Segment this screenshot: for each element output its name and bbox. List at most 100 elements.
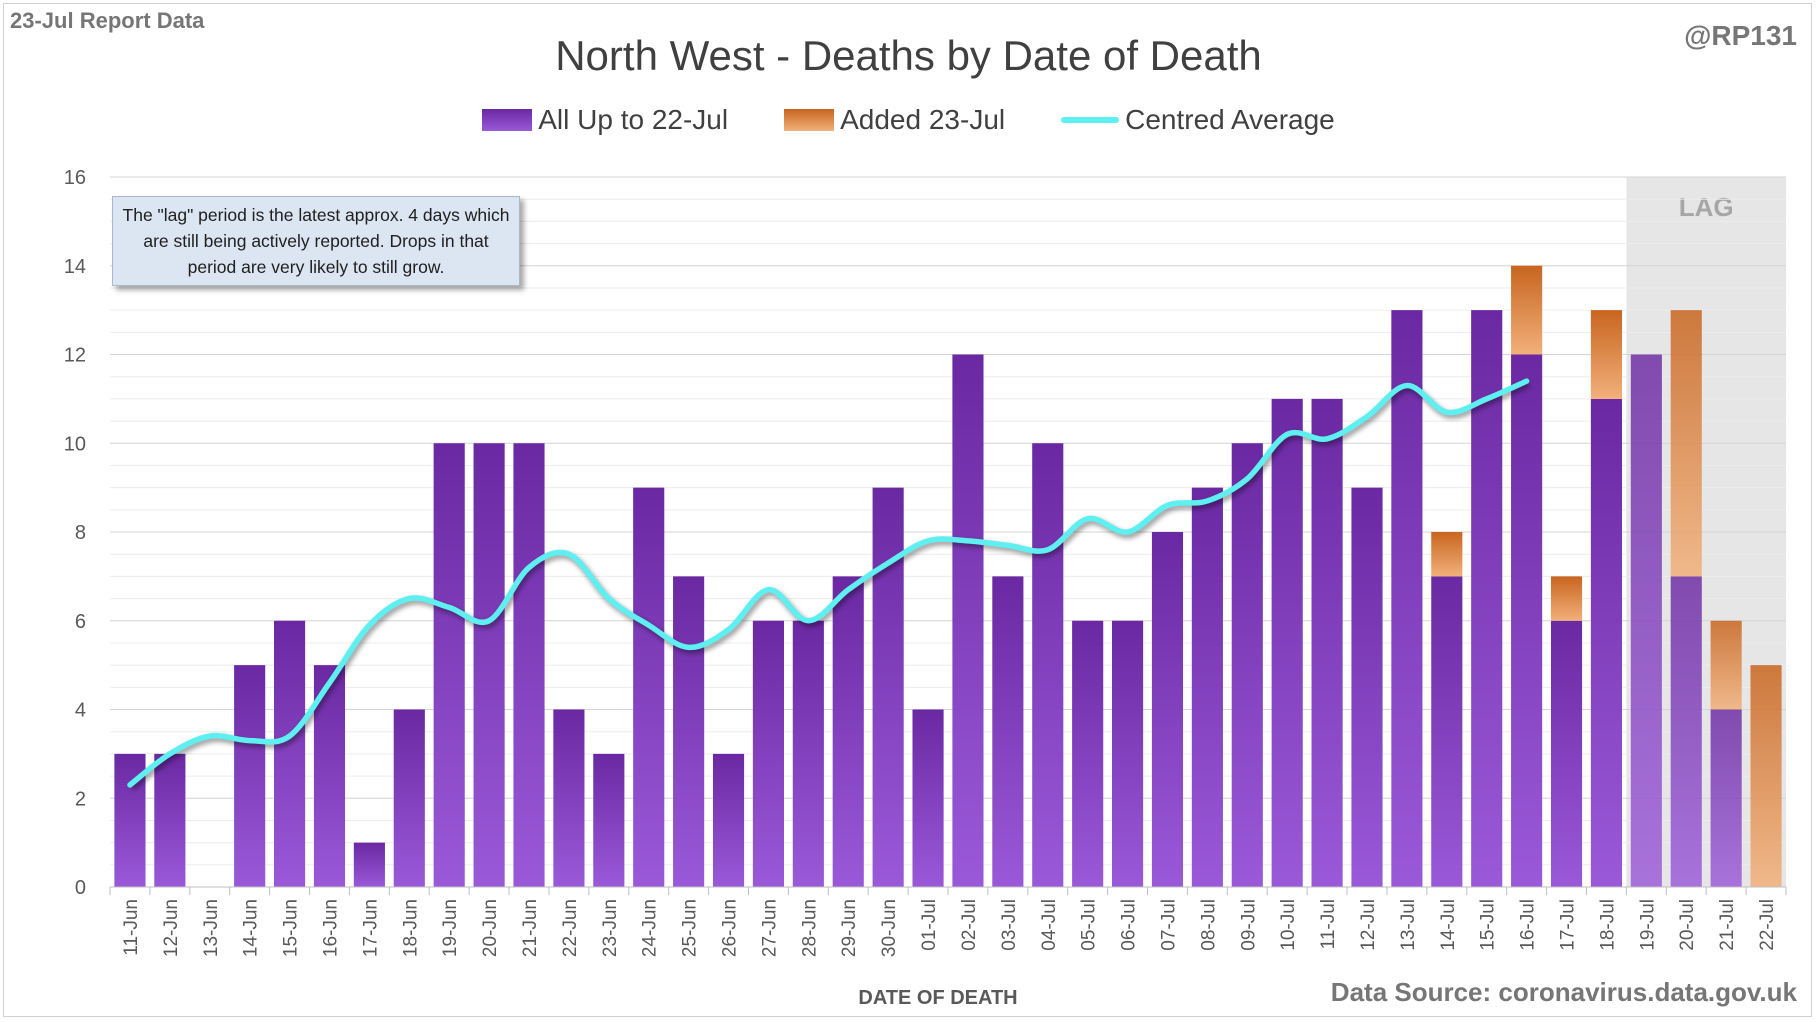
x-tick-label: 14-Jul bbox=[1438, 899, 1459, 951]
x-tick-label: 19-Jul bbox=[1637, 899, 1658, 951]
lag-label: LAG bbox=[1679, 192, 1734, 222]
x-axis-title: DATE OF DEATH bbox=[858, 987, 1017, 1009]
legend-swatch-purple bbox=[482, 109, 533, 131]
bar-added-17-Jul bbox=[1550, 576, 1583, 621]
bar-all-up-to-05-Jul bbox=[1072, 620, 1104, 887]
bar-all-up-to-19-Jul bbox=[1630, 354, 1662, 887]
bar-all-up-to-08-Jul bbox=[1191, 487, 1223, 887]
x-tick-label: 16-Jun bbox=[320, 899, 341, 957]
x-tick-label: 07-Jul bbox=[1158, 899, 1179, 951]
bar-all-up-to-30-Jun bbox=[872, 487, 904, 887]
x-tick-label: 05-Jul bbox=[1079, 899, 1100, 951]
bar-all-up-to-03-Jul bbox=[992, 576, 1024, 887]
legend-entry-all-up-to: All Up to 22-Jul bbox=[482, 104, 728, 136]
bar-all-up-to-23-Jun bbox=[593, 753, 625, 887]
y-tick-label: 16 bbox=[64, 167, 86, 189]
x-tick-label: 14-Jun bbox=[241, 899, 262, 957]
bar-added-20-Jul bbox=[1670, 310, 1702, 577]
bar-all-up-to-13-Jul bbox=[1391, 310, 1423, 887]
bar-all-up-to-15-Jun bbox=[274, 620, 306, 887]
x-tick-label: 08-Jul bbox=[1198, 899, 1219, 951]
legend-swatch-line bbox=[1061, 117, 1120, 123]
x-tick-label: 09-Jul bbox=[1238, 899, 1259, 951]
bar-all-up-to-24-Jun bbox=[633, 487, 665, 887]
bar-all-up-to-18-Jun bbox=[393, 709, 425, 887]
bar-added-21-Jul bbox=[1710, 620, 1742, 710]
report-date-label: 23-Jul Report Data bbox=[10, 8, 205, 33]
x-tick-label: 21-Jul bbox=[1717, 899, 1738, 951]
bar-all-up-to-28-Jun bbox=[792, 620, 824, 887]
legend-label-all-up-to: All Up to 22-Jul bbox=[538, 104, 729, 135]
data-source-label: Data Source: coronavirus.data.gov.uk bbox=[1330, 977, 1797, 1007]
bar-all-up-to-17-Jun bbox=[353, 842, 385, 887]
bar-all-up-to-14-Jun bbox=[234, 665, 266, 887]
average-line-shadow bbox=[129, 380, 1531, 791]
bar-all-up-to-19-Jun bbox=[433, 443, 465, 887]
x-tick-label: 15-Jun bbox=[281, 899, 302, 957]
chart-title: North West - Deaths by Date of Death bbox=[555, 32, 1262, 79]
legend-swatch-orange bbox=[784, 109, 835, 131]
x-tick-label: 12-Jun bbox=[161, 899, 182, 957]
legend-label-added: Added 23-Jul bbox=[840, 104, 1006, 135]
bar-all-up-to-12-Jul bbox=[1351, 487, 1383, 887]
bar-all-up-to-07-Jul bbox=[1151, 532, 1184, 887]
x-tick-label: 03-Jul bbox=[999, 899, 1020, 951]
x-tick-label: 22-Jul bbox=[1757, 899, 1778, 951]
bar-all-up-to-20-Jun bbox=[473, 443, 505, 887]
x-tick-label: 28-Jun bbox=[799, 899, 820, 957]
x-tick-label: 20-Jun bbox=[480, 899, 501, 957]
x-tick-label: 11-Jun bbox=[121, 899, 142, 956]
bar-all-up-to-17-Jul bbox=[1550, 620, 1583, 887]
x-tick-label: 27-Jun bbox=[759, 899, 780, 957]
bar-all-up-to-20-Jul bbox=[1670, 576, 1702, 887]
x-tick-label: 02-Jul bbox=[959, 899, 980, 951]
bar-all-up-to-14-Jul bbox=[1431, 576, 1463, 887]
x-tick-label: 12-Jul bbox=[1358, 899, 1379, 951]
bar-all-up-to-10-Jul bbox=[1271, 398, 1303, 887]
x-tick-label: 17-Jun bbox=[360, 899, 381, 957]
bar-added-14-Jul bbox=[1431, 532, 1463, 577]
x-tick-label: 26-Jun bbox=[720, 899, 741, 957]
x-tick-label: 25-Jun bbox=[680, 899, 701, 957]
bar-added-18-Jul bbox=[1590, 310, 1622, 399]
x-tick-label: 04-Jul bbox=[1039, 899, 1060, 951]
bar-all-up-to-11-Jul bbox=[1311, 398, 1343, 887]
bar-all-up-to-02-Jul bbox=[952, 354, 984, 887]
bar-all-up-to-18-Jul bbox=[1590, 398, 1622, 887]
bar-all-up-to-21-Jun bbox=[513, 443, 545, 887]
bar-all-up-to-22-Jun bbox=[553, 709, 585, 887]
x-tick-label: 16-Jul bbox=[1518, 899, 1539, 951]
x-tick-label: 18-Jun bbox=[400, 899, 421, 957]
bar-all-up-to-25-Jun bbox=[673, 576, 705, 887]
x-tick-label: 18-Jul bbox=[1597, 899, 1618, 951]
x-tick-label: 23-Jun bbox=[600, 899, 621, 957]
bar-all-up-to-26-Jun bbox=[712, 753, 745, 887]
x-tick-label: 11-Jul bbox=[1318, 899, 1339, 949]
x-tick-label: 20-Jul bbox=[1677, 899, 1698, 951]
lag-note-textbox: The "lag" period is the latest approx. 4… bbox=[112, 196, 520, 286]
x-tick-label: 06-Jul bbox=[1119, 899, 1140, 951]
bar-all-up-to-01-Jul bbox=[912, 709, 944, 887]
bar-all-up-to-27-Jun bbox=[752, 620, 784, 887]
bar-all-up-to-29-Jun bbox=[832, 576, 864, 887]
x-tick-label: 19-Jun bbox=[440, 899, 461, 957]
y-tick-label: 12 bbox=[64, 345, 86, 367]
bar-all-up-to-12-Jun bbox=[154, 753, 186, 887]
bar-all-up-to-21-Jul bbox=[1710, 709, 1742, 887]
x-tick-label: 21-Jun bbox=[520, 899, 541, 957]
legend-label-average: Centred Average bbox=[1125, 104, 1335, 135]
bar-added-22-Jul bbox=[1750, 665, 1782, 887]
bar-added-16-Jul bbox=[1511, 265, 1543, 355]
x-tick-label: 15-Jul bbox=[1478, 899, 1499, 951]
centred-average-line bbox=[127, 378, 1530, 788]
y-tick-label: 14 bbox=[64, 256, 86, 278]
x-tick-label: 17-Jul bbox=[1558, 899, 1579, 951]
bar-all-up-to-06-Jul bbox=[1112, 620, 1144, 887]
y-tick-label: 8 bbox=[75, 522, 86, 544]
legend-entry-average: Centred Average bbox=[1061, 104, 1335, 136]
bar-all-up-to-09-Jul bbox=[1231, 443, 1263, 887]
y-tick-label: 4 bbox=[75, 700, 86, 722]
bar-all-up-to-04-Jul bbox=[1032, 443, 1064, 887]
chart-frame bbox=[3, 3, 1812, 1017]
